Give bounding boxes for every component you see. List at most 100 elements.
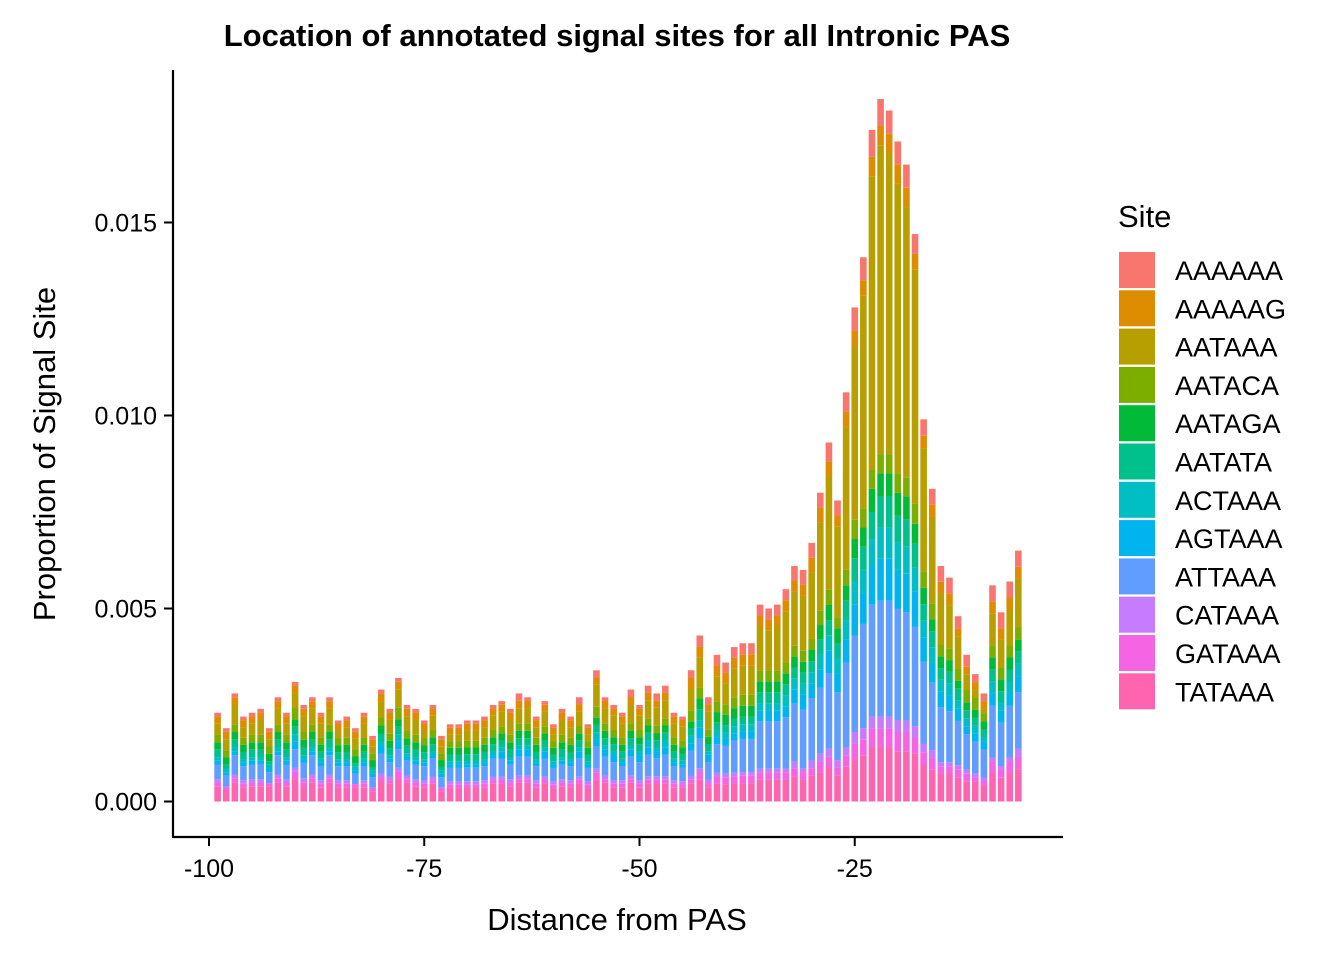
bar-segment-agtaaa (653, 751, 661, 759)
bar-segment-actaaa (653, 747, 661, 752)
bar-segment-aataaa (756, 626, 764, 671)
bar-segment-aaaaaa (954, 616, 962, 629)
bar-segment-aaaaaa (352, 728, 359, 732)
bar-segment-tataaa (343, 787, 351, 802)
bar-segment-tataaa (989, 773, 996, 802)
bar-segment-aataga (360, 744, 368, 752)
bar-segment-cataaa (231, 774, 239, 779)
bar-segment-gataaa (997, 769, 1005, 778)
bar-segment-aaaaaa (989, 585, 996, 602)
bar-segment-aataca (885, 454, 893, 474)
bar-segment-aatata (971, 717, 979, 726)
bar-segment-aataga (1015, 639, 1022, 652)
bar-segment-agtaaa (489, 755, 497, 759)
bar-segment-aataga (429, 737, 437, 745)
bar-segment-aataca (326, 724, 333, 733)
bar-segment-tataaa (412, 786, 419, 802)
bar-segment-actaaa (584, 761, 592, 765)
bar-segment-actaaa (765, 703, 772, 711)
bar-segment-gataaa (274, 778, 282, 783)
bar-segment-attaaa (334, 766, 342, 781)
bar-segment-aataca (705, 729, 712, 737)
bar-segment-aaaaaa (730, 647, 738, 658)
bar-segment-aataaa (679, 726, 686, 741)
bar-segment-attaaa (575, 758, 583, 777)
bar-segment-cataaa (860, 728, 867, 740)
bar-segment-cataaa (670, 780, 678, 784)
bar-segment-aaaaaa (222, 728, 230, 732)
bar-segment-actaaa (713, 729, 721, 738)
bar-segment-attaaa (274, 755, 282, 775)
bar-segment-aaaaag (756, 615, 764, 627)
bar-segment-attaaa (653, 758, 661, 777)
bar-segment-aatata (300, 747, 308, 756)
bar-segment-tataaa (558, 786, 566, 802)
bar-segment-tataaa (309, 782, 316, 802)
bar-segment-aataca (653, 725, 661, 734)
bar-segment-aataca (730, 697, 738, 709)
bar-segment-gataaa (567, 783, 574, 788)
bar-segment-aatata (980, 729, 988, 738)
bar-segment-attaaa (713, 744, 721, 773)
bar-segment-aataga (524, 730, 531, 739)
bar-segment-agtaaa (782, 706, 790, 718)
bar-segment-aataaa (334, 731, 342, 739)
bar-segment-agtaaa (980, 741, 988, 750)
bar-segment-gataaa (963, 773, 970, 782)
bar-segment-actaaa (601, 745, 609, 750)
bar-segment-aataca (791, 645, 798, 657)
legend-swatch-gataaa (1119, 635, 1155, 671)
bar-segment-aataca (507, 734, 514, 743)
bar-segment-gataaa (360, 783, 368, 788)
bar-segment-aataca (464, 740, 471, 748)
bar-segment-aaaaaa (946, 577, 953, 594)
bar-segment-cataaa (584, 781, 592, 785)
bar-segment-aaaaag (455, 727, 462, 735)
bar-segment-actaaa (687, 735, 695, 744)
bar-segment-aataca (627, 723, 635, 731)
bar-segment-aataga (438, 760, 445, 767)
legend: Site AAAAAA AAAAAG AATAAA AATACA AATAGA AATAT… (1118, 199, 1286, 710)
bar-segment-actaaa (971, 725, 979, 734)
bar-segment-agtaaa (1015, 676, 1022, 693)
bar-segment-actaaa (662, 739, 669, 748)
bar-segment-aataga (696, 698, 704, 710)
bar-segment-aatata (817, 639, 824, 655)
bar-segment-aaaaaa (498, 701, 506, 705)
bar-segment-attaaa (593, 746, 600, 769)
bar-segment-aaaaaa (885, 110, 893, 134)
bar-segment-aatata (885, 496, 893, 528)
bar-segment-aataca (799, 650, 807, 662)
bar-segment-aataga (662, 725, 669, 733)
bar-segment-aaaaag (954, 628, 962, 637)
bar-segment-actaaa (283, 757, 290, 761)
bar-segment-actaaa (541, 747, 549, 752)
bar-segment-aatata (489, 744, 497, 752)
bar-segment-tataaa (429, 783, 437, 802)
bar-segment-aaaaag (748, 654, 755, 666)
bar-segment-aaaaaa (300, 705, 308, 709)
bar-segment-aaaaag (765, 619, 772, 631)
bar-segment-attaaa (291, 749, 299, 768)
bar-segment-attaaa (851, 635, 859, 733)
bar-segment-actaaa (756, 703, 764, 711)
bar-segment-agtaaa (911, 591, 919, 627)
bar-segment-aaaaaa (696, 635, 704, 647)
bar-segment-cataaa (446, 781, 454, 785)
bar-segment-cataaa (705, 779, 712, 784)
x-tick-label: -50 (621, 855, 657, 883)
bar-segment-actaaa (946, 683, 953, 696)
bar-segment-cataaa (920, 743, 927, 753)
bar-segment-tataaa (662, 783, 669, 802)
bar-segment-aaaaag (782, 600, 790, 612)
bar-segment-tataaa (756, 779, 764, 802)
bar-segment-aataga (730, 708, 738, 719)
bar-segment-aaaaaa (713, 654, 721, 666)
bar-segment-aaaaaa (679, 716, 686, 720)
bar-segment-aaaaaa (653, 693, 661, 701)
bar-segment-aaaaaa (515, 693, 523, 701)
bar-segment-attaaa (610, 762, 617, 781)
bar-segment-cataaa (937, 762, 945, 767)
bar-segment-attaaa (550, 767, 557, 782)
bar-segment-aataga (971, 709, 979, 718)
